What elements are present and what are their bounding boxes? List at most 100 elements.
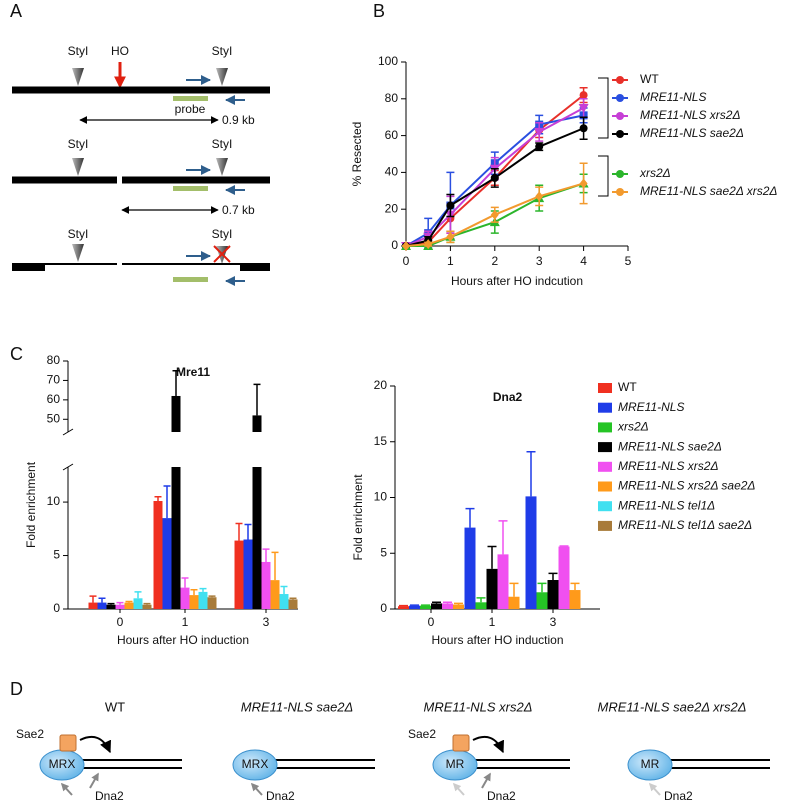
bar — [171, 395, 181, 609]
bar — [288, 599, 298, 609]
marker — [490, 209, 499, 220]
complex-label: MRX — [49, 757, 76, 771]
dna2-arrow — [250, 782, 263, 796]
error-bar — [172, 369, 180, 396]
genotype: WT — [105, 699, 125, 714]
axis-break — [56, 432, 300, 467]
bracket — [598, 77, 609, 139]
y-tick-label: 70 — [47, 373, 61, 387]
error-bar — [107, 602, 115, 605]
error-bar — [443, 601, 452, 604]
y-tick-label: 0 — [53, 601, 60, 615]
legend-swatch — [598, 442, 612, 453]
marker — [579, 124, 588, 133]
dna2-arrow — [648, 782, 661, 796]
legend-label: WT — [618, 380, 637, 394]
bar — [525, 496, 537, 609]
probe — [173, 277, 208, 282]
genotype: MRE11-NLS xrs2Δ — [424, 699, 533, 714]
dna2-arrow — [89, 772, 99, 789]
error-bar — [208, 595, 216, 598]
site — [72, 68, 84, 86]
bar — [106, 604, 116, 609]
dna2-label: Dna2 — [266, 789, 295, 803]
legend-label: MRE11-NLS sae2Δ xrs2Δ — [640, 184, 777, 198]
y-tick-label: 100 — [378, 54, 398, 68]
bar — [153, 501, 163, 609]
chart-title: Dna2 — [493, 390, 523, 404]
probe — [173, 96, 208, 101]
error-bar — [526, 451, 536, 497]
x-tick-label: 4 — [580, 254, 587, 268]
legend-swatch — [598, 520, 612, 531]
marker — [424, 239, 433, 250]
curved-arrow — [79, 736, 111, 754]
genotype: MRE11-NLS sae2Δ — [241, 699, 354, 714]
error-bar — [134, 591, 142, 599]
error-bar — [190, 589, 198, 596]
bar — [431, 603, 442, 609]
complex-label: MRX — [242, 757, 269, 771]
dna2-label: Dna2 — [95, 789, 124, 803]
marker — [579, 91, 588, 100]
sae2 — [452, 734, 470, 752]
error-bar — [89, 595, 97, 603]
panel-label: A — [10, 1, 22, 21]
complex-label: MR — [446, 757, 465, 771]
legend-label: MRE11-NLS sae2Δ — [640, 126, 744, 140]
error-bar — [154, 495, 162, 502]
size-label: 0.7 kb — [222, 203, 255, 217]
legend-label: MRE11-NLS tel1Δ sae2Δ — [618, 518, 752, 532]
legend-marker — [616, 188, 624, 196]
marker — [446, 231, 455, 242]
x-tick-label: 1 — [182, 615, 189, 629]
probe — [173, 186, 208, 191]
error-bar — [410, 604, 419, 606]
legend-label: xrs2Δ — [617, 420, 649, 434]
legend-label: xrs2Δ — [639, 166, 671, 180]
error-bar — [487, 545, 497, 569]
bar — [464, 527, 476, 609]
marker — [535, 142, 544, 151]
x-tick-label: 3 — [550, 615, 557, 629]
marker — [535, 191, 544, 202]
error-bar — [509, 582, 519, 597]
site — [216, 158, 228, 176]
x-tick-label: 0 — [403, 254, 410, 268]
bar — [189, 595, 199, 609]
bar — [398, 606, 409, 609]
y-tick-label: 0 — [380, 601, 387, 615]
error-bar — [98, 597, 106, 603]
y-tick-label: 5 — [380, 545, 387, 559]
dna2-label: Dna2 — [664, 789, 693, 803]
panel-label: C — [10, 344, 23, 364]
curved-arrow — [472, 736, 504, 754]
y-tick-label: 60 — [385, 128, 399, 142]
marker — [402, 241, 410, 251]
size-label: 0.9 kb — [222, 113, 255, 127]
y-tick-label: 40 — [385, 165, 399, 179]
bar — [442, 603, 453, 609]
chart-title: Mre11 — [176, 365, 210, 379]
marker — [490, 173, 499, 182]
bar — [133, 598, 143, 609]
error-bar — [181, 577, 189, 588]
site-label: StyI — [68, 137, 89, 151]
error-bar — [454, 602, 463, 605]
legend-label: MRE11-NLS — [618, 400, 684, 414]
x-axis-title: Hours after HO indcution — [451, 274, 583, 288]
bar — [497, 554, 509, 609]
legend-marker — [616, 94, 624, 102]
error-bar — [498, 520, 508, 555]
bar — [558, 546, 570, 609]
marker — [579, 178, 588, 189]
legend-label: MRE11-NLS xrs2Δ sae2Δ — [618, 479, 755, 493]
site-label: StyI — [68, 227, 89, 241]
x-axis-title: Hours after HO induction — [431, 633, 563, 647]
legend-label: MRE11-NLS tel1Δ — [618, 498, 715, 512]
legend-marker — [616, 76, 624, 84]
y-tick-label: 10 — [374, 490, 388, 504]
error-bar — [280, 585, 288, 595]
error-bar — [199, 587, 207, 592]
x-tick-label: 5 — [625, 254, 632, 268]
